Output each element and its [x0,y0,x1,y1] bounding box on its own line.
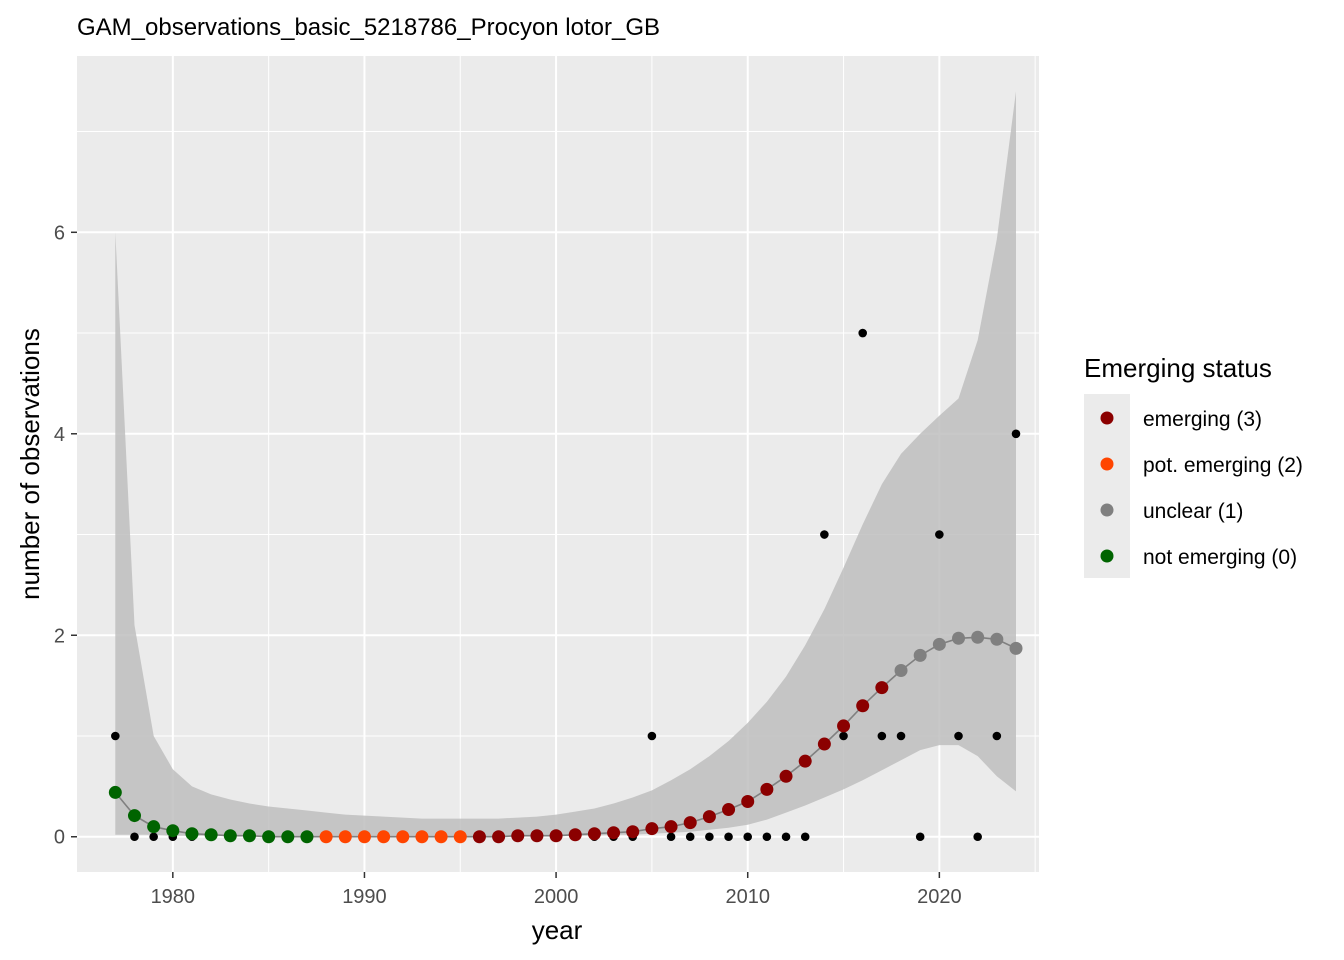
legend-title: Emerging status [1084,353,1272,383]
fit-point [357,830,371,844]
fit-point [511,829,525,843]
legend-key-point [1100,411,1114,425]
observed-point [149,832,158,842]
fit-point [108,785,122,799]
fit-point [281,830,295,844]
fit-point [875,681,889,695]
fit-point [683,816,697,830]
observed-point [839,731,848,741]
y-axis-title: number of observations [15,328,45,600]
y-tick-label: 0 [54,827,65,849]
fit-point [262,830,276,844]
fit-point [1009,641,1023,655]
observed-point [685,832,695,842]
fit-point [185,827,199,841]
legend: Emerging status emerging (3) pot. emergin… [1084,353,1303,578]
y-tick-label: 6 [54,222,65,244]
fit-point [338,830,352,844]
observed-point [1011,429,1021,439]
fit-point [127,809,141,823]
fit-point [760,782,774,796]
fit-point [856,699,870,713]
fit-point [434,830,448,844]
fit-point [549,829,563,843]
observed-point [762,832,772,842]
observed-point [820,530,829,539]
observed-point [781,832,791,842]
fit-point [242,829,256,843]
observed-point [130,832,139,842]
fit-point [587,827,601,841]
chart-title: GAM_observations_basic_5218786_Procyon l… [77,14,660,41]
fit-point [626,825,640,839]
observed-point [954,731,963,741]
legend-key-point [1100,549,1114,563]
fit-point [204,828,218,842]
observed-point [915,832,925,842]
observed-point [647,731,657,741]
fit-point [472,830,486,844]
fit-point [319,830,333,844]
legend-label: pot. emerging (2) [1143,454,1303,477]
fit-point [741,794,755,808]
fit-point [223,829,237,843]
fit-point [645,822,659,836]
fit-point [166,824,180,838]
observed-point [743,832,753,842]
fit-point [894,664,908,678]
fit-point [415,830,429,844]
observed-point [877,731,887,741]
fit-point [453,830,467,844]
y-axis-ticks: 0 2 4 6 [54,222,77,849]
observed-point [992,731,1002,741]
fit-point [990,632,1004,646]
fit-point [396,830,410,844]
observed-point [666,832,676,842]
observed-point [705,832,714,842]
legend-label: unclear (1) [1143,500,1243,523]
x-tick-label: 2010 [725,886,770,908]
fit-point [607,826,621,840]
observed-point [111,731,120,741]
x-tick-label: 2020 [917,886,962,908]
observed-point [858,328,867,338]
fit-point [702,810,716,824]
fit-point [837,719,851,733]
legend-label: emerging (3) [1143,408,1262,431]
observed-point [973,832,982,842]
fit-point [817,737,831,751]
fit-point [932,637,946,651]
observed-point [724,832,733,842]
observed-point [800,832,810,842]
fit-point [913,648,927,662]
x-tick-label: 1980 [151,886,196,908]
fit-point [492,830,506,844]
fit-point [722,803,736,817]
fit-point [779,769,793,783]
fit-point [971,630,985,644]
legend-key-background [1084,394,1130,578]
y-tick-label: 4 [54,424,65,446]
fit-points-layer [108,630,1023,844]
fit-point [530,829,544,843]
fit-point [952,631,966,645]
x-tick-label: 1990 [342,886,387,908]
observed-point [935,530,944,539]
fit-point [147,820,161,834]
fit-point [568,828,582,842]
fit-point [377,830,391,844]
legend-key-point [1100,503,1114,517]
fit-point [798,754,812,768]
fit-point [664,820,678,834]
x-axis-title: year [532,915,583,945]
observed-point [896,731,906,741]
fit-point [300,830,314,844]
x-tick-label: 2000 [534,886,579,908]
legend-key-point [1100,457,1114,471]
x-axis-ticks: 1980 1990 2000 2010 2020 [151,872,962,908]
legend-label: not emerging (0) [1143,546,1297,569]
y-tick-label: 2 [54,625,65,647]
